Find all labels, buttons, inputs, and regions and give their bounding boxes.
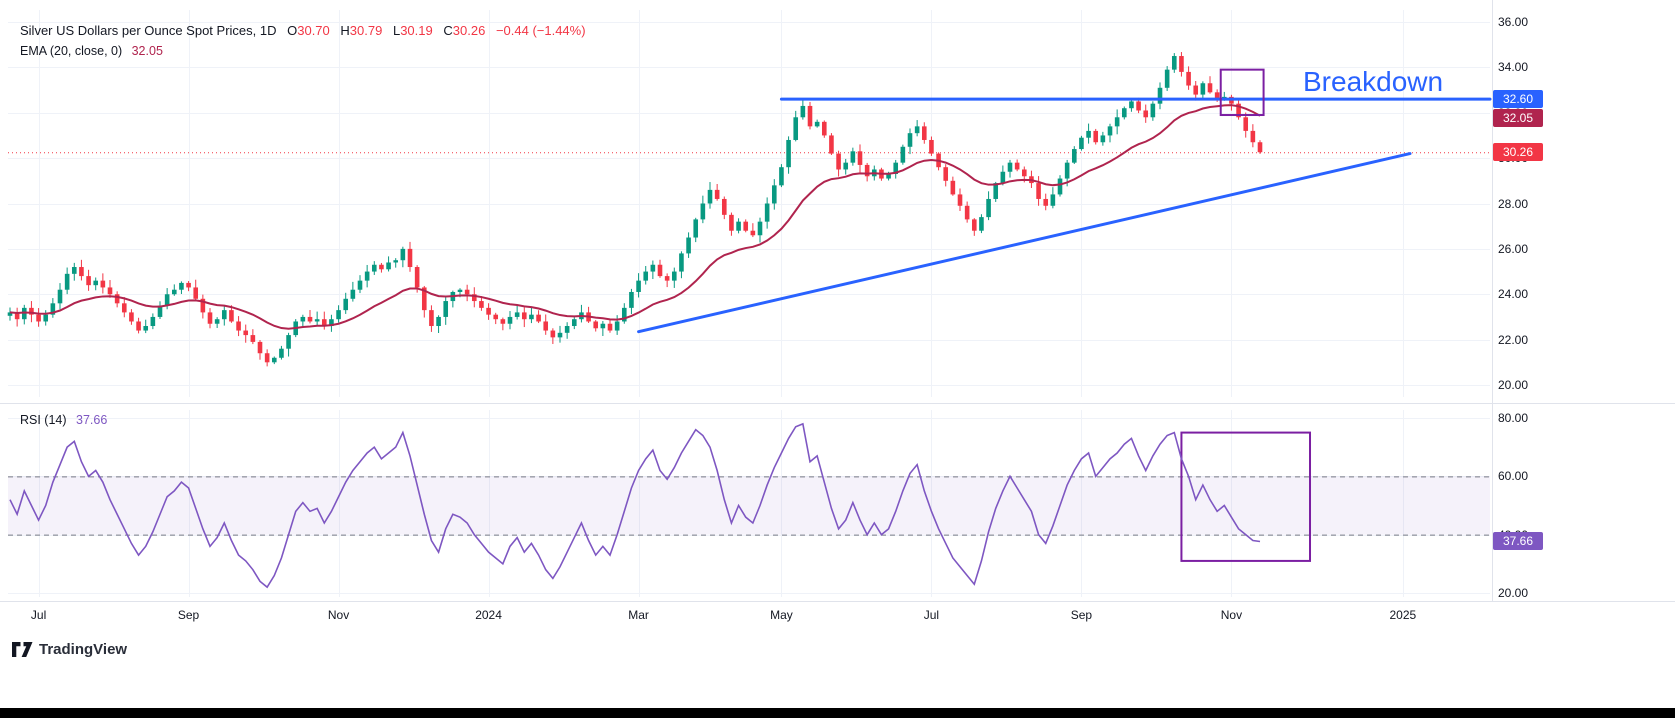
ohlc-open-label: O <box>287 23 298 38</box>
rsi-legend: RSI (14) 37.66 <box>20 413 107 427</box>
ohlc-open-value: 30.70 <box>297 23 330 38</box>
ema-value: 32.05 <box>131 44 163 58</box>
ohlc-low-value: 30.19 <box>400 23 433 38</box>
price-tag-resistance: 32.60 <box>1493 90 1543 109</box>
symbol-title[interactable]: Silver US Dollars per Ounce Spot Prices,… <box>20 23 277 38</box>
rsi-label[interactable]: RSI (14) <box>20 413 67 427</box>
price-tag-last: 30.26 <box>1493 143 1543 162</box>
bottom-bar <box>0 708 1675 718</box>
ohlc-high-value: 30.79 <box>349 23 383 38</box>
rsi-value: 37.66 <box>76 413 108 427</box>
tradingview-watermark-text: TradingView <box>39 641 128 658</box>
rsi-tag-value: 37.66 <box>1493 532 1543 551</box>
price-tag-ema: 32.05 <box>1493 109 1543 128</box>
time-scale[interactable] <box>0 601 1675 633</box>
ohlc-high-label: H <box>340 23 350 38</box>
tradingview-logo-icon <box>12 642 33 657</box>
ohlc-low-label: L <box>392 23 401 38</box>
tradingview-watermark[interactable]: TradingView <box>12 641 127 658</box>
change-value: −0.44 (−1.44%) <box>495 23 586 38</box>
ohlc-close-value: 30.26 <box>452 23 486 38</box>
ohlc-close-label: C <box>443 23 453 38</box>
ema-label[interactable]: EMA (20, close, 0) <box>20 44 123 58</box>
main-legend: Silver US Dollars per Ounce Spot Prices,… <box>20 23 586 38</box>
ema-legend: EMA (20, close, 0) 32.05 <box>20 44 163 58</box>
breakdown-annotation: Breakdown <box>1303 66 1444 97</box>
